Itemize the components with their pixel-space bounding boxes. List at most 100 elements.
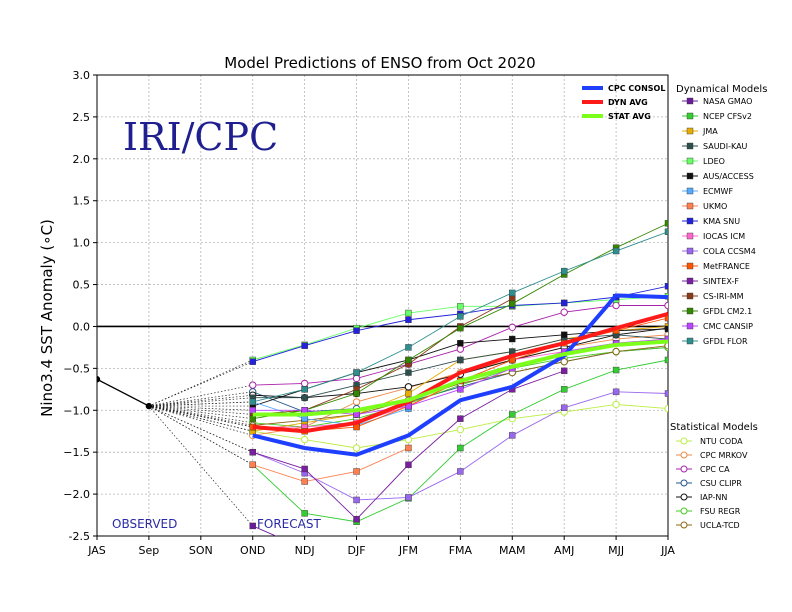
- data-point: [457, 324, 464, 332]
- data-point: [612, 366, 620, 374]
- data-point: [509, 300, 516, 308]
- x-tick-label: AMJ: [554, 544, 574, 557]
- grid: [96, 74, 669, 537]
- chart-title: Model Predictions of ENSO from Oct 2020: [224, 54, 535, 72]
- legend-label: IAP-NN: [700, 493, 727, 502]
- data-point: [664, 404, 668, 413]
- y-tick-label: −0.5: [63, 362, 90, 375]
- legend-label: LDEO: [703, 157, 725, 166]
- data-point: [301, 478, 308, 485]
- observed-point: [145, 402, 153, 410]
- data-point: [509, 411, 516, 418]
- data-point: [301, 386, 308, 393]
- legend-label: CPC CA: [700, 465, 730, 474]
- data-point: [249, 522, 256, 530]
- data-point: [664, 314, 668, 322]
- data-point: [664, 283, 668, 290]
- data-point: [457, 356, 464, 364]
- x-tick-label: MJJ: [608, 544, 624, 557]
- data-point: [612, 247, 620, 255]
- series-line: [252, 293, 668, 457]
- data-point: [508, 323, 516, 331]
- connector-line: [148, 405, 253, 424]
- data-point: [301, 510, 308, 517]
- data-point: [405, 344, 412, 351]
- data-point: [457, 340, 464, 347]
- data-point: [560, 331, 568, 339]
- data-point: [353, 390, 360, 397]
- data-point: [560, 299, 568, 307]
- data-point: [300, 379, 309, 388]
- legend-marker: [686, 187, 694, 195]
- y-tick-label: 0.5: [73, 279, 91, 292]
- x-tick-label: DJF: [348, 544, 366, 557]
- data-point: [560, 357, 568, 366]
- observed-line: [97, 378, 150, 407]
- data-point: [352, 444, 361, 452]
- connector-line: [148, 405, 253, 453]
- data-point: [405, 369, 412, 376]
- y-tick-label: -2.5: [69, 530, 90, 543]
- y-tick-labels: -2.5 −2.0 −1.5 −1.0 −0.5 0.0 0.5 1.0 1.5 2.0 2.5 3.…: [63, 69, 90, 543]
- x-tick-label: Sep: [139, 544, 160, 557]
- legend-marker: [686, 157, 694, 165]
- legend-marker: [686, 232, 694, 240]
- plot-contents: [97, 220, 668, 536]
- data-point: [612, 388, 620, 396]
- legend-marker: [686, 112, 694, 120]
- data-point: [249, 381, 257, 389]
- data-point: [509, 289, 516, 297]
- legend-label: CS-IRI-MM: [703, 292, 744, 301]
- connector-line: [148, 384, 253, 407]
- statistical-legend: Statistical Models NTU CODA CPC MRKOV CPC …: [670, 422, 758, 530]
- data-point: [664, 220, 668, 227]
- data-point: [457, 444, 464, 452]
- y-tick-label: −2.0: [63, 488, 90, 501]
- legend-label: NTU CODA: [700, 437, 743, 446]
- data-point: [353, 468, 360, 475]
- legend-label: UCLA-TCD: [700, 521, 740, 530]
- series-observed: [97, 376, 153, 410]
- data-point: [457, 415, 464, 422]
- legend-label: CPC MRKOV: [700, 451, 748, 460]
- data-point: [457, 313, 464, 320]
- series-line: [252, 447, 409, 482]
- legend-marker: [680, 493, 688, 501]
- data-point: [404, 383, 413, 391]
- legend-label: GFDL FLOR: [703, 337, 748, 346]
- data-point: [353, 496, 360, 504]
- y-tick-label: 2.5: [73, 111, 91, 124]
- data-point: [405, 461, 412, 468]
- data-point: [301, 394, 308, 401]
- y-tick-label: 1.0: [73, 237, 91, 250]
- legend-marker: [686, 307, 694, 315]
- legend-label: JMA: [702, 127, 718, 136]
- dynamical-legend: Dynamical Models NASA GMAO NCEP CFSv2 JMA S…: [676, 84, 767, 346]
- connector-line: [148, 405, 253, 436]
- data-point: [456, 345, 465, 353]
- data-point: [457, 468, 464, 475]
- x-tick-label: NDJ: [295, 544, 315, 557]
- data-point: [249, 415, 256, 422]
- data-point: [301, 342, 308, 349]
- legend-marker: [680, 451, 688, 459]
- data-point: [560, 267, 568, 275]
- plot-area: [97, 75, 668, 536]
- consensus-legend: CPC CONSOL DYN AVG STAT AVG: [582, 84, 665, 121]
- x-tick-label: JFM: [398, 544, 418, 557]
- data-point: [457, 303, 464, 310]
- data-point: [249, 407, 256, 414]
- series-nasa-gmao: [249, 522, 277, 536]
- data-point: [353, 327, 360, 334]
- data-point: [664, 325, 668, 333]
- data-point: [352, 374, 361, 383]
- legend-label: MetFRANCE: [703, 262, 750, 271]
- series-saudi-kau: [249, 331, 668, 401]
- x-tick-labels: JAS Sep SON OND NDJ DJF JFM FMA MAM AMJ MJJ JJA: [87, 544, 675, 557]
- data-point: [301, 415, 308, 422]
- data-point: [664, 356, 668, 364]
- legend-marker: [686, 172, 694, 180]
- series-sintex-f: [249, 367, 568, 523]
- x-tick-label: SON: [189, 544, 213, 557]
- series-dyn-avg: [252, 311, 668, 434]
